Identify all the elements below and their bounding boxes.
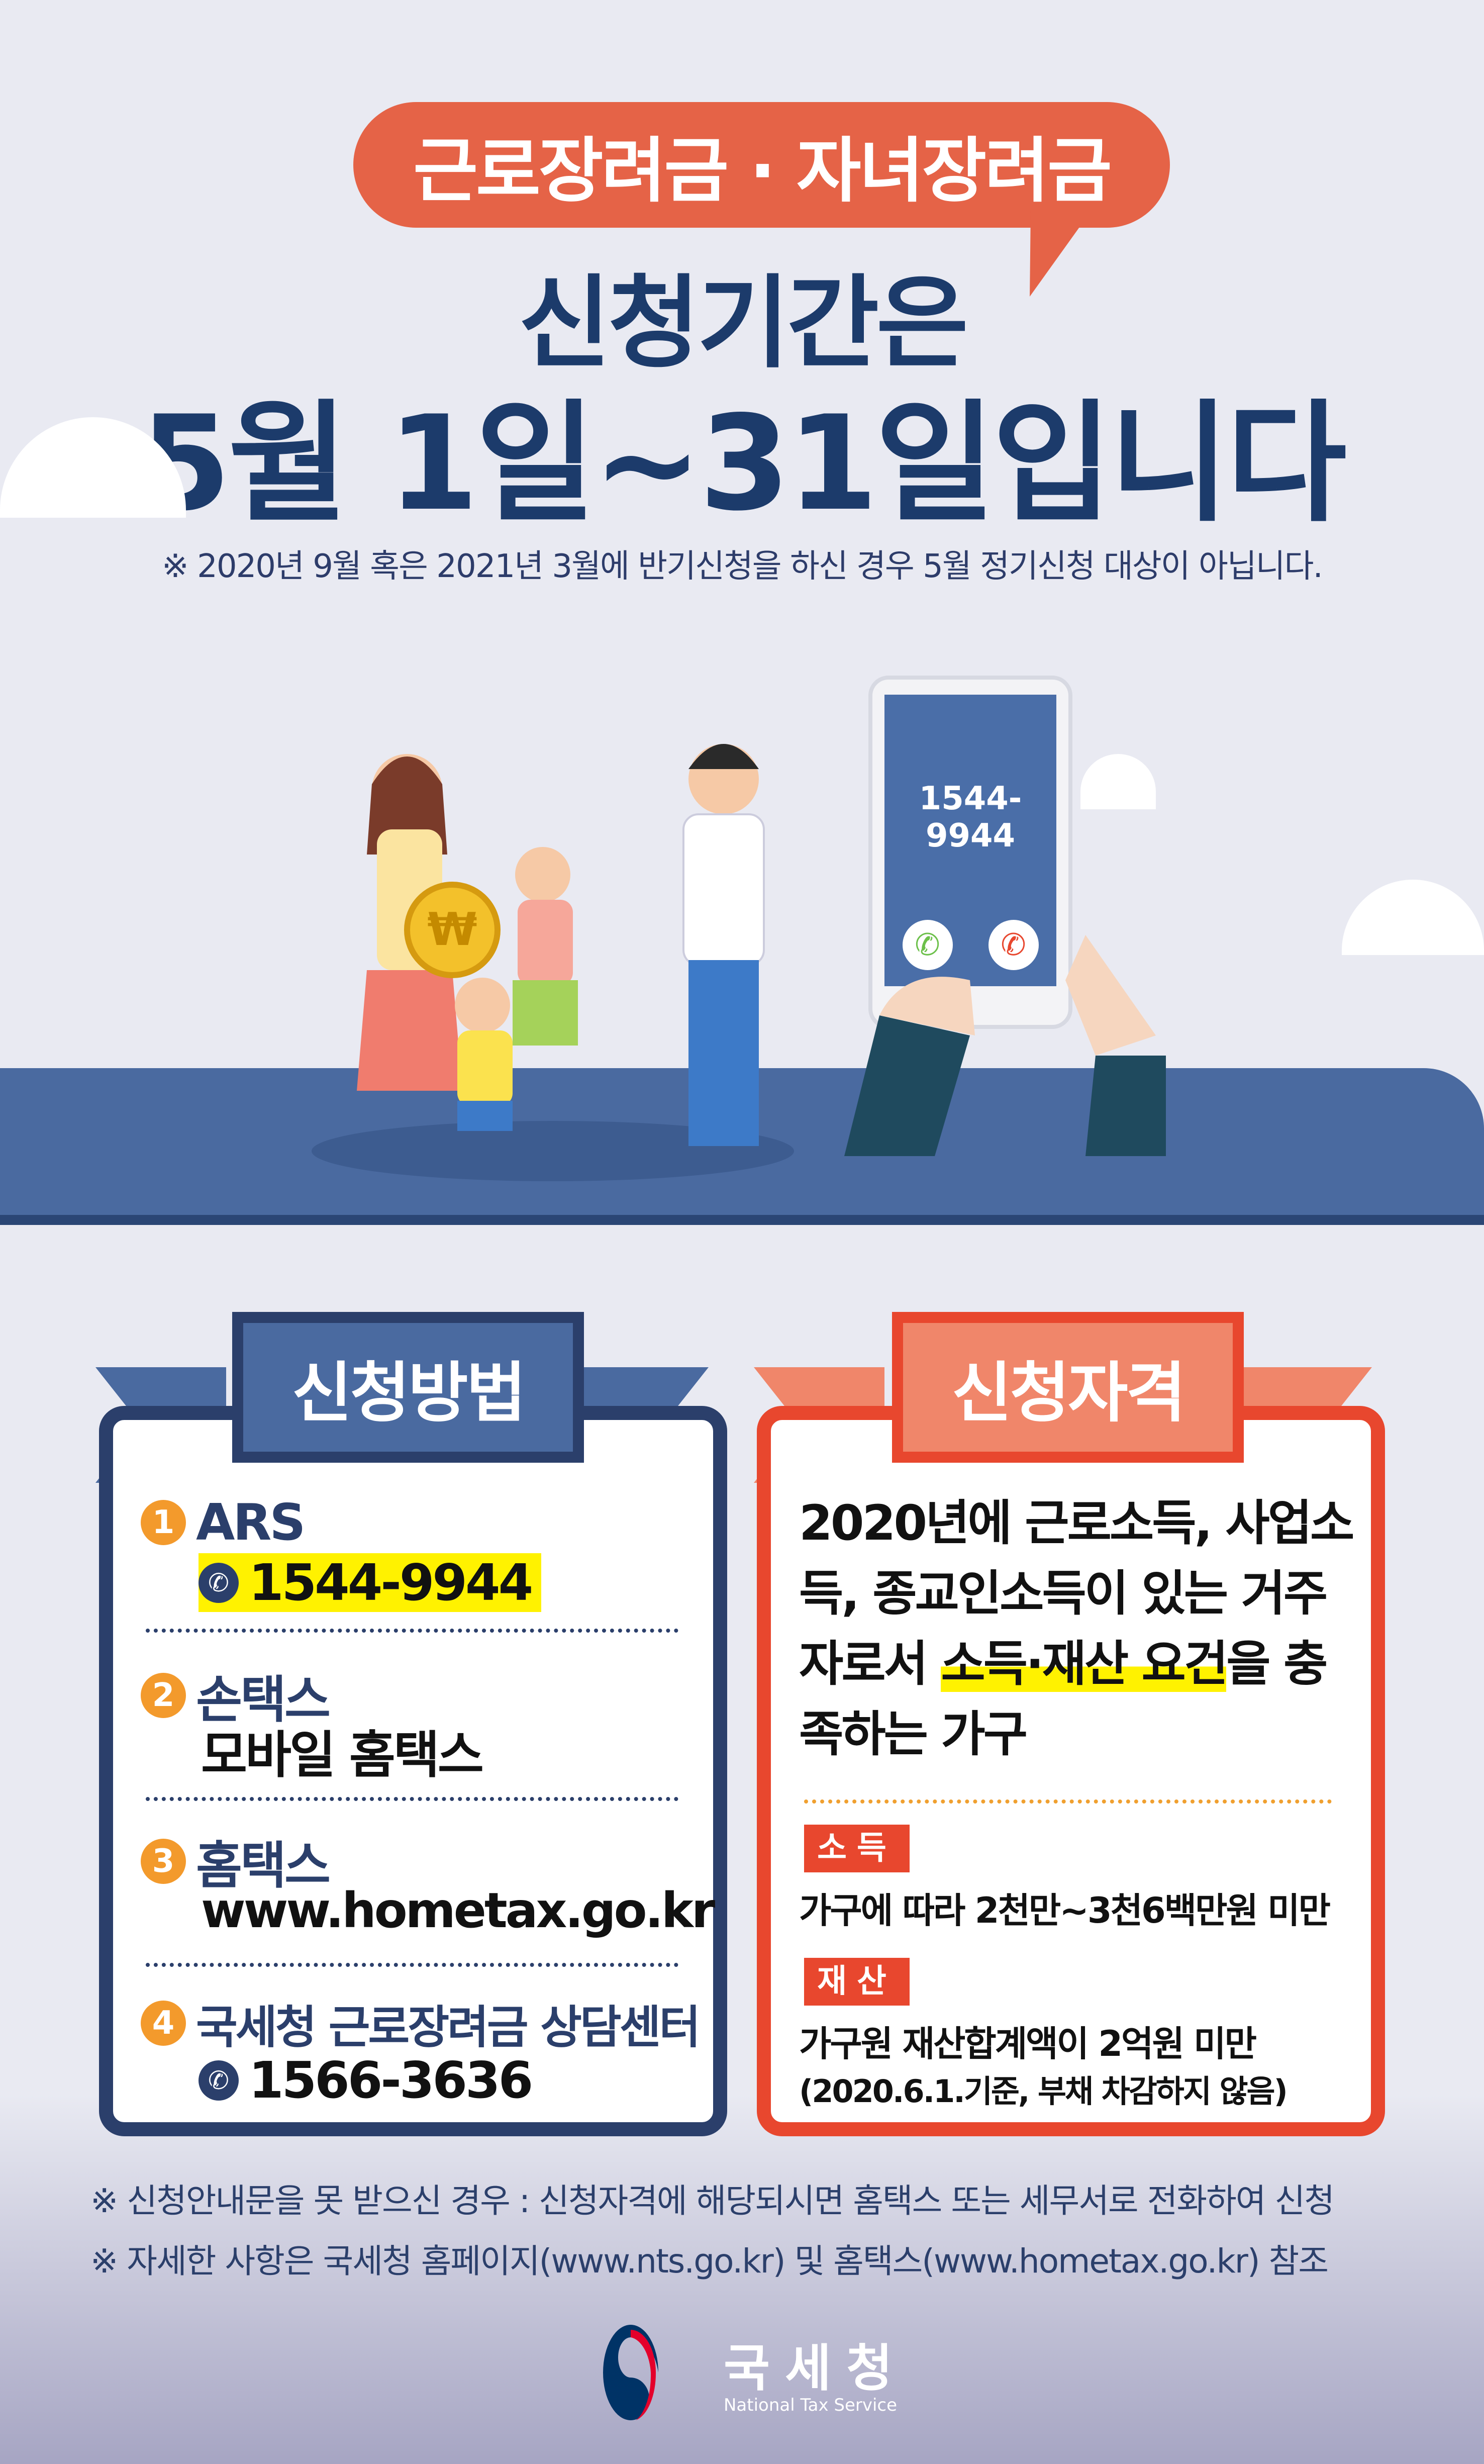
eligibility-card (757, 1406, 1385, 2136)
footer-note-2: ※ 자세한 사항은 국세청 홈페이지(www.nts.go.kr) 및 홈택스(… (90, 2242, 1329, 2281)
method-item-sontax: 2 손택스 (141, 1659, 331, 1732)
method-item-ars: 1 ARS (141, 1493, 306, 1552)
eligibility-text: 2020년에 근로소득, 사업소득, 종교인소득이 있는 거주자로서 소득·재산… (799, 1488, 1362, 1769)
number-badge: 1 (141, 1499, 186, 1545)
call-decline-icon: ✆ (988, 920, 1039, 970)
svg-text:₩: ₩ (427, 903, 477, 956)
method-item-hometax: 3 홈택스 (141, 1825, 331, 1898)
divider (146, 1629, 678, 1633)
sontax-detail: 모바일 홈택스 (201, 1726, 484, 1784)
number-badge: 3 (141, 1838, 186, 1884)
income-tag: 소득 (804, 1825, 910, 1872)
headline-1: 신청기간은 (518, 265, 968, 382)
item-label: 홈택스 (196, 1836, 331, 1895)
asset-tag: 재산 (804, 1958, 910, 2006)
divider (804, 1799, 1332, 1804)
method-title-text: 신청방법 (291, 1355, 526, 1431)
method-item-center: 4 국세청 근로장려금 상담센터 (141, 1991, 701, 2056)
coin-icon (404, 882, 501, 978)
phone-screen-number: 1544-9944 (919, 780, 1022, 855)
hometax-link[interactable]: www.hometax.go.kr (201, 1882, 715, 1939)
item-label: ARS (196, 1493, 306, 1552)
method-title: 신청방법 (232, 1312, 584, 1463)
logo-text-en: National Tax Service (724, 2395, 898, 2415)
cloud (1080, 754, 1156, 809)
period-note: ※ 2020년 9월 혹은 2021년 3월에 반기신청을 하신 경우 5월 정… (162, 548, 1323, 585)
badge-text: 근로장려금 · 자녀장려금 (413, 130, 1112, 212)
logo-text-ko: 국세청 (724, 2339, 908, 2398)
phone-screen: 1544-9944 ✆ ✆ (884, 695, 1056, 986)
item-label: 손택스 (196, 1670, 331, 1729)
ars-number-text: 1544-9944 (249, 1553, 533, 1612)
center-number[interactable]: ✆ 1566-3636 (199, 2051, 533, 2110)
eligibility-text-post: 을 충족하는 가구 (799, 1636, 1328, 1762)
method-card (99, 1406, 727, 2136)
call-accept-icon: ✆ (902, 920, 953, 970)
eligibility-title-text: 신청자격 (951, 1355, 1186, 1431)
number-badge: 4 (141, 2001, 186, 2046)
center-number-text: 1566-3636 (249, 2051, 533, 2110)
hands-illustration (844, 935, 1166, 1156)
divider (146, 1797, 678, 1801)
family-illustration: ₩ (312, 744, 794, 1181)
eligibility-highlight: 소득·재산 요건 (941, 1636, 1228, 1692)
eligibility-title: 신청자격 (892, 1312, 1244, 1463)
phone-illustration: 1544-9944 ✆ ✆ (868, 676, 1072, 1029)
nts-logo-icon (603, 2325, 658, 2420)
income-text: 가구에 따라 2천만~3천6백만원 미만 (799, 1890, 1331, 1931)
footer-note-1: ※ 신청안내문을 못 받으신 경우 : 신청자격에 해당되시면 홈택스 또는 세… (90, 2182, 1335, 2220)
headline-2: 5월 1일~31일입니다 (140, 388, 1347, 540)
phone-icon: ✆ (199, 1562, 239, 1603)
cloud (1342, 880, 1484, 955)
ars-number[interactable]: ✆ 1544-9944 (199, 1553, 542, 1612)
phone-icon: ✆ (199, 2060, 239, 2101)
asset-note: (2020.6.1.기준, 부채 차감하지 않음) (799, 2073, 1288, 2110)
number-badge: 2 (141, 1672, 186, 1718)
divider (146, 1963, 678, 1967)
eligibility-text-pre: 2020년에 근로소득, 사업소득, 종교인소득이 있는 거주자로서 (799, 1495, 1354, 1692)
item-label: 국세청 근로장려금 상담센터 (196, 2001, 701, 2054)
asset-text: 가구원 재산합계액이 2억원 미만 (799, 2023, 1257, 2064)
title-badge: 근로장려금 · 자녀장려금 (353, 102, 1170, 228)
